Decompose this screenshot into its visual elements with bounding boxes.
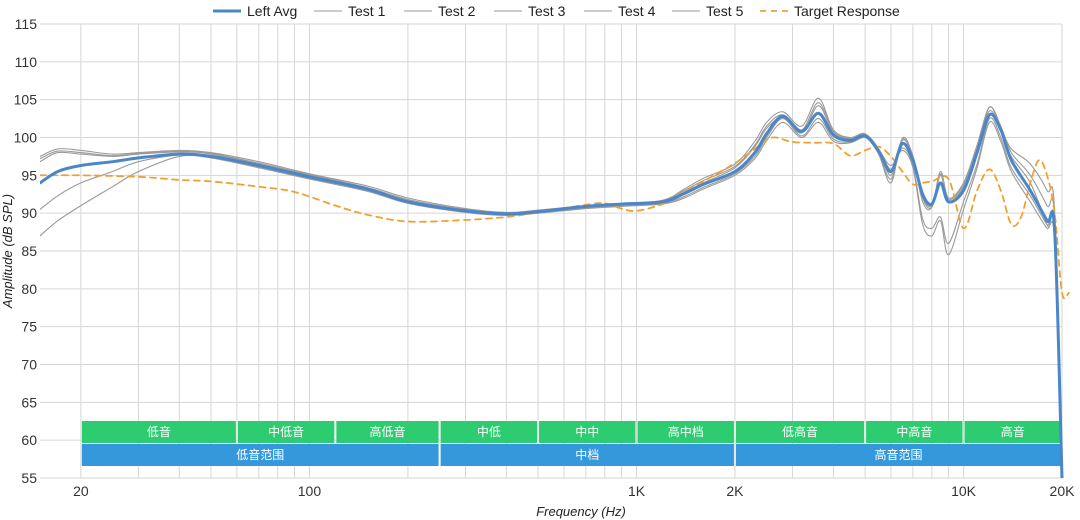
band-row1-segment <box>964 421 1061 443</box>
band-row2-segment <box>440 444 734 466</box>
band-row1-segment <box>637 421 734 443</box>
band-row1-label: 中中 <box>575 424 599 439</box>
y-axis-title: Amplitude (dB SPL) <box>0 194 15 309</box>
x-axis-ticks: 20 100 1K 2K 10K 20K <box>73 483 1075 499</box>
band-row1-label: 低音 <box>147 424 171 439</box>
x-tick-label: 2K <box>726 483 744 499</box>
legend: Left Avg Test 1 Test 2 Test 3 Test 4 Test 5 Ta… <box>213 3 900 19</box>
x-tick-label: 20K <box>1050 483 1076 499</box>
legend-label-test-5: Test 5 <box>706 3 744 19</box>
band-row1-segment <box>866 421 963 443</box>
band-row1-label: 中低 <box>477 424 501 439</box>
y-tick-label: 85 <box>21 243 37 259</box>
band-row2-segment <box>81 444 439 466</box>
band-row1-segment <box>735 421 865 443</box>
band-row2-label: 中档 <box>575 447 599 462</box>
legend-label-test-4: Test 4 <box>618 3 656 19</box>
series-lines <box>40 97 1070 478</box>
band-row1-label: 高低音 <box>369 424 405 439</box>
legend-label-left-avg: Left Avg <box>247 3 297 19</box>
band-row2-label: 低音范围 <box>236 447 284 462</box>
legend-label-target-response: Target Response <box>794 3 900 19</box>
x-axis-title: Frequency (Hz) <box>536 504 626 519</box>
band-row1-segment <box>237 421 335 443</box>
legend-label-test-1: Test 1 <box>348 3 386 19</box>
band-row1-segment <box>440 421 538 443</box>
band-row1-segment <box>81 421 236 443</box>
band-row1-label: 高中档 <box>668 424 704 439</box>
legend-label-test-3: Test 3 <box>528 3 566 19</box>
band-row1-label: 高音 <box>1001 424 1025 439</box>
y-tick-label: 75 <box>21 319 37 335</box>
y-tick-label: 70 <box>21 357 37 373</box>
legend-label-test-2: Test 2 <box>438 3 476 19</box>
band-row1-segment <box>336 421 439 443</box>
y-tick-label: 65 <box>21 394 37 410</box>
y-tick-label: 55 <box>21 470 37 486</box>
band-row1-label: 低高音 <box>782 424 818 439</box>
y-tick-label: 60 <box>21 432 37 448</box>
band-row1-segment <box>539 421 636 443</box>
y-tick-label: 105 <box>14 92 38 108</box>
series-line-test-3 <box>40 117 1063 478</box>
x-tick-label: 1K <box>628 483 646 499</box>
series-line-test-4 <box>40 121 1063 478</box>
gridlines <box>40 23 1063 479</box>
x-tick-label: 100 <box>298 483 322 499</box>
series-line-left-avg <box>40 111 1064 478</box>
y-tick-label: 100 <box>14 130 38 146</box>
band-row2-segment <box>735 444 1061 466</box>
band-row1-label: 中高音 <box>896 424 932 439</box>
y-tick-label: 110 <box>15 54 38 70</box>
y-tick-label: 90 <box>21 205 37 221</box>
band-row1-label: 中低音 <box>268 424 304 439</box>
y-tick-label: 95 <box>21 167 37 183</box>
series-line-target-response <box>40 136 1070 300</box>
band-row2-label: 高音范围 <box>874 447 922 462</box>
y-tick-label: 115 <box>15 16 38 32</box>
y-axis-ticks: 55 60 65 70 75 80 85 90 95 100 105 110 115 <box>14 16 38 486</box>
x-tick-label: 10K <box>951 483 977 499</box>
y-tick-label: 80 <box>21 281 37 297</box>
x-tick-label: 20 <box>73 483 89 499</box>
